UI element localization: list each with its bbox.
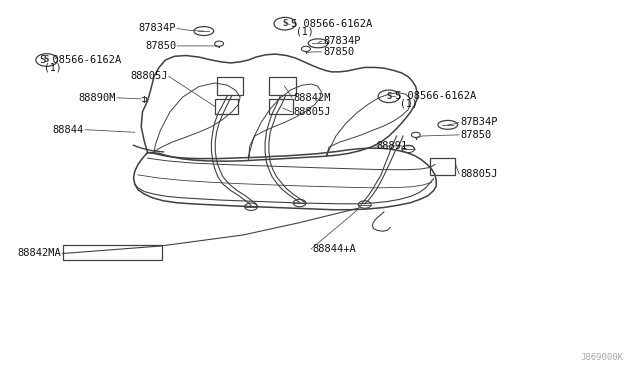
Text: 88805J: 88805J: [461, 169, 498, 179]
Text: 88805J: 88805J: [293, 107, 331, 117]
Text: S: S: [387, 92, 392, 101]
Text: S: S: [44, 55, 49, 64]
Text: 88890M: 88890M: [78, 93, 116, 103]
Bar: [216, 77, 243, 95]
Text: 87B34P: 87B34P: [461, 117, 498, 127]
Bar: [63, 245, 163, 260]
Text: 88844+A: 88844+A: [312, 244, 356, 254]
Text: J869000K: J869000K: [580, 353, 623, 362]
Text: S 08566-6162A: S 08566-6162A: [40, 55, 122, 65]
Bar: [269, 77, 296, 95]
Text: 88842MA: 88842MA: [18, 248, 61, 259]
Text: (1): (1): [400, 99, 417, 109]
Text: S 08566-6162A: S 08566-6162A: [396, 91, 477, 101]
Text: 87850: 87850: [323, 47, 355, 57]
Bar: [269, 99, 293, 114]
Text: 87850: 87850: [145, 41, 176, 51]
Text: S 08566-6162A: S 08566-6162A: [291, 19, 372, 29]
Text: (1): (1): [296, 26, 314, 36]
Text: 88891: 88891: [376, 141, 408, 151]
Text: 88844: 88844: [52, 125, 84, 135]
Text: 87850: 87850: [461, 130, 492, 140]
Bar: [430, 158, 456, 175]
Bar: [215, 99, 238, 114]
Text: 87834P: 87834P: [323, 36, 361, 46]
Text: (1): (1): [44, 62, 61, 73]
Text: S: S: [282, 19, 287, 28]
Text: 88842M: 88842M: [293, 93, 331, 103]
Text: 87834P: 87834P: [139, 23, 176, 33]
Text: 88805J: 88805J: [131, 71, 168, 81]
